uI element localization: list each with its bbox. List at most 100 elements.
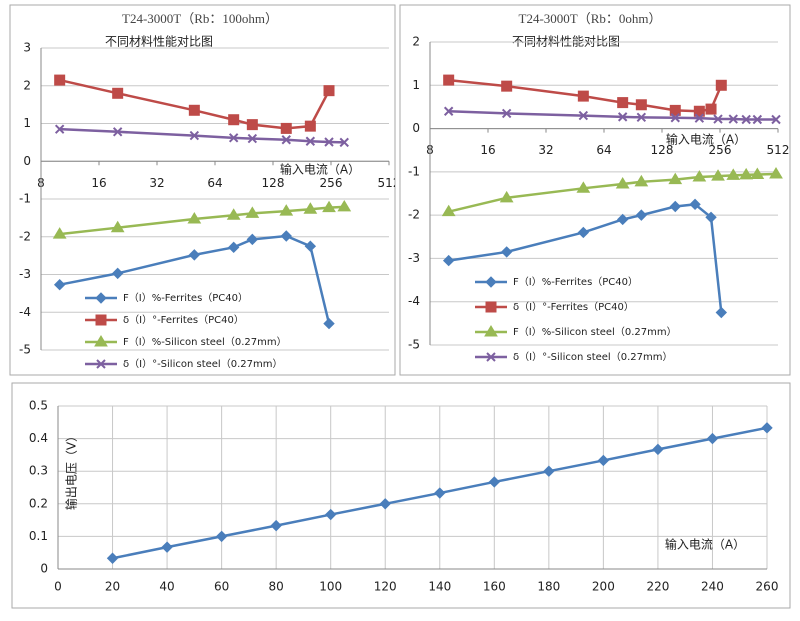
point bbox=[715, 306, 728, 319]
point bbox=[281, 135, 291, 145]
x-tick-label: 160 bbox=[483, 580, 506, 594]
y-tick-label: 3 bbox=[23, 41, 31, 55]
point bbox=[694, 113, 705, 123]
chart: T24-3000T（Rb：0ohm）不同材料性能对比图-5-4-3-2-1012… bbox=[408, 11, 789, 363]
point bbox=[715, 79, 727, 91]
y-tick-label: -1 bbox=[19, 192, 31, 206]
point bbox=[53, 278, 66, 291]
y-tick-label: 0.1 bbox=[29, 529, 48, 543]
point bbox=[692, 170, 707, 182]
legend-marker bbox=[94, 335, 108, 347]
point bbox=[741, 114, 751, 125]
x-tick-label: 60 bbox=[214, 580, 229, 594]
y-tick-label: 0 bbox=[40, 562, 48, 576]
x-tick-label: 220 bbox=[646, 580, 669, 594]
point bbox=[379, 498, 391, 510]
point bbox=[280, 122, 292, 134]
x-tick-label: 64 bbox=[596, 143, 611, 157]
x-axis-label: 输入电流（A） bbox=[280, 162, 360, 177]
x-tick-label: 16 bbox=[480, 143, 495, 157]
x-tick-label: 64 bbox=[207, 176, 222, 190]
point bbox=[500, 246, 513, 258]
y-tick-label: -2 bbox=[19, 229, 31, 243]
point bbox=[323, 85, 335, 97]
legend-label: δ（I）°-Silicon steel（0.27mm） bbox=[513, 351, 672, 363]
y-tick-label: 2 bbox=[23, 78, 31, 92]
chart-title: T24-3000T（Rb：100ohm） bbox=[122, 11, 278, 26]
point bbox=[111, 267, 124, 280]
point bbox=[337, 199, 352, 212]
point bbox=[617, 112, 628, 122]
panel bbox=[11, 382, 791, 609]
point bbox=[279, 204, 294, 216]
y-tick-label: 0.5 bbox=[29, 399, 48, 413]
y-tick-label: -1 bbox=[408, 164, 420, 178]
legend-label: F（I）%-Ferrites（PC40） bbox=[123, 292, 248, 304]
point bbox=[245, 206, 260, 218]
point bbox=[669, 200, 681, 213]
y-tick-label: -3 bbox=[408, 251, 420, 265]
point bbox=[247, 133, 258, 144]
legend-label: δ（I）°-Ferrites（PC40） bbox=[123, 314, 244, 326]
legend-label: F（I）%-Silicon steel（0.27mm） bbox=[123, 336, 287, 348]
x-tick-label: 40 bbox=[159, 580, 174, 594]
legend-marker bbox=[485, 276, 497, 288]
y-tick-label: -2 bbox=[408, 208, 420, 222]
point bbox=[270, 519, 282, 532]
x-tick-label: 256 bbox=[709, 143, 732, 157]
x-tick-label: 180 bbox=[537, 580, 560, 594]
point bbox=[669, 104, 681, 116]
chart-title: T24-3000T（Rb：0ohm） bbox=[519, 11, 662, 26]
legend-marker bbox=[95, 314, 107, 326]
x-tick-label: 32 bbox=[149, 176, 164, 190]
point bbox=[443, 106, 454, 116]
point bbox=[769, 167, 783, 179]
x-tick-label: 16 bbox=[91, 176, 106, 190]
y-tick-label: -4 bbox=[19, 305, 31, 319]
point bbox=[227, 241, 240, 254]
point bbox=[635, 209, 648, 221]
x-tick-label: 512 bbox=[378, 176, 401, 190]
x-tick-label: 0 bbox=[54, 580, 62, 594]
x-axis-label: 输入电流（A） bbox=[666, 132, 746, 147]
point bbox=[752, 114, 763, 125]
point bbox=[501, 80, 513, 92]
point bbox=[324, 137, 334, 147]
point bbox=[577, 226, 590, 239]
x-tick-label: 120 bbox=[374, 580, 397, 594]
y-tick-label: -5 bbox=[19, 343, 31, 357]
point bbox=[54, 74, 66, 86]
point bbox=[577, 90, 589, 102]
point bbox=[616, 213, 629, 226]
point bbox=[339, 137, 349, 148]
point bbox=[52, 227, 67, 239]
legend-label: F（I）%-Ferrites（PC40） bbox=[513, 276, 638, 288]
x-tick-label: 100 bbox=[319, 580, 342, 594]
series-line bbox=[59, 234, 331, 324]
point bbox=[543, 465, 555, 477]
point bbox=[441, 204, 456, 217]
x-tick-label: 140 bbox=[428, 580, 451, 594]
x-tick-label: 80 bbox=[269, 580, 284, 594]
point bbox=[706, 432, 719, 445]
point bbox=[617, 97, 629, 109]
legend-label: F（I）%-Silicon steel（0.27mm） bbox=[513, 326, 677, 338]
point bbox=[304, 120, 316, 132]
point bbox=[322, 200, 336, 213]
point bbox=[634, 174, 649, 187]
legend-marker bbox=[96, 359, 106, 369]
point bbox=[652, 443, 664, 456]
point bbox=[739, 167, 754, 180]
y-tick-label: 2 bbox=[412, 35, 420, 49]
point bbox=[304, 240, 317, 252]
point bbox=[635, 99, 647, 111]
y-tick-label: 0.4 bbox=[29, 431, 48, 445]
point bbox=[750, 167, 765, 179]
point bbox=[112, 127, 123, 137]
x-tick-label: 128 bbox=[262, 176, 285, 190]
x-tick-label: 32 bbox=[538, 143, 553, 157]
x-tick-label: 200 bbox=[592, 580, 615, 594]
point bbox=[615, 177, 630, 189]
point bbox=[693, 105, 705, 117]
